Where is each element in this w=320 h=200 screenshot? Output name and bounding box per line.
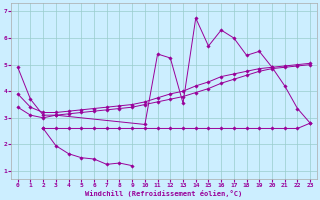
X-axis label: Windchill (Refroidissement éolien,°C): Windchill (Refroidissement éolien,°C)	[85, 190, 243, 197]
